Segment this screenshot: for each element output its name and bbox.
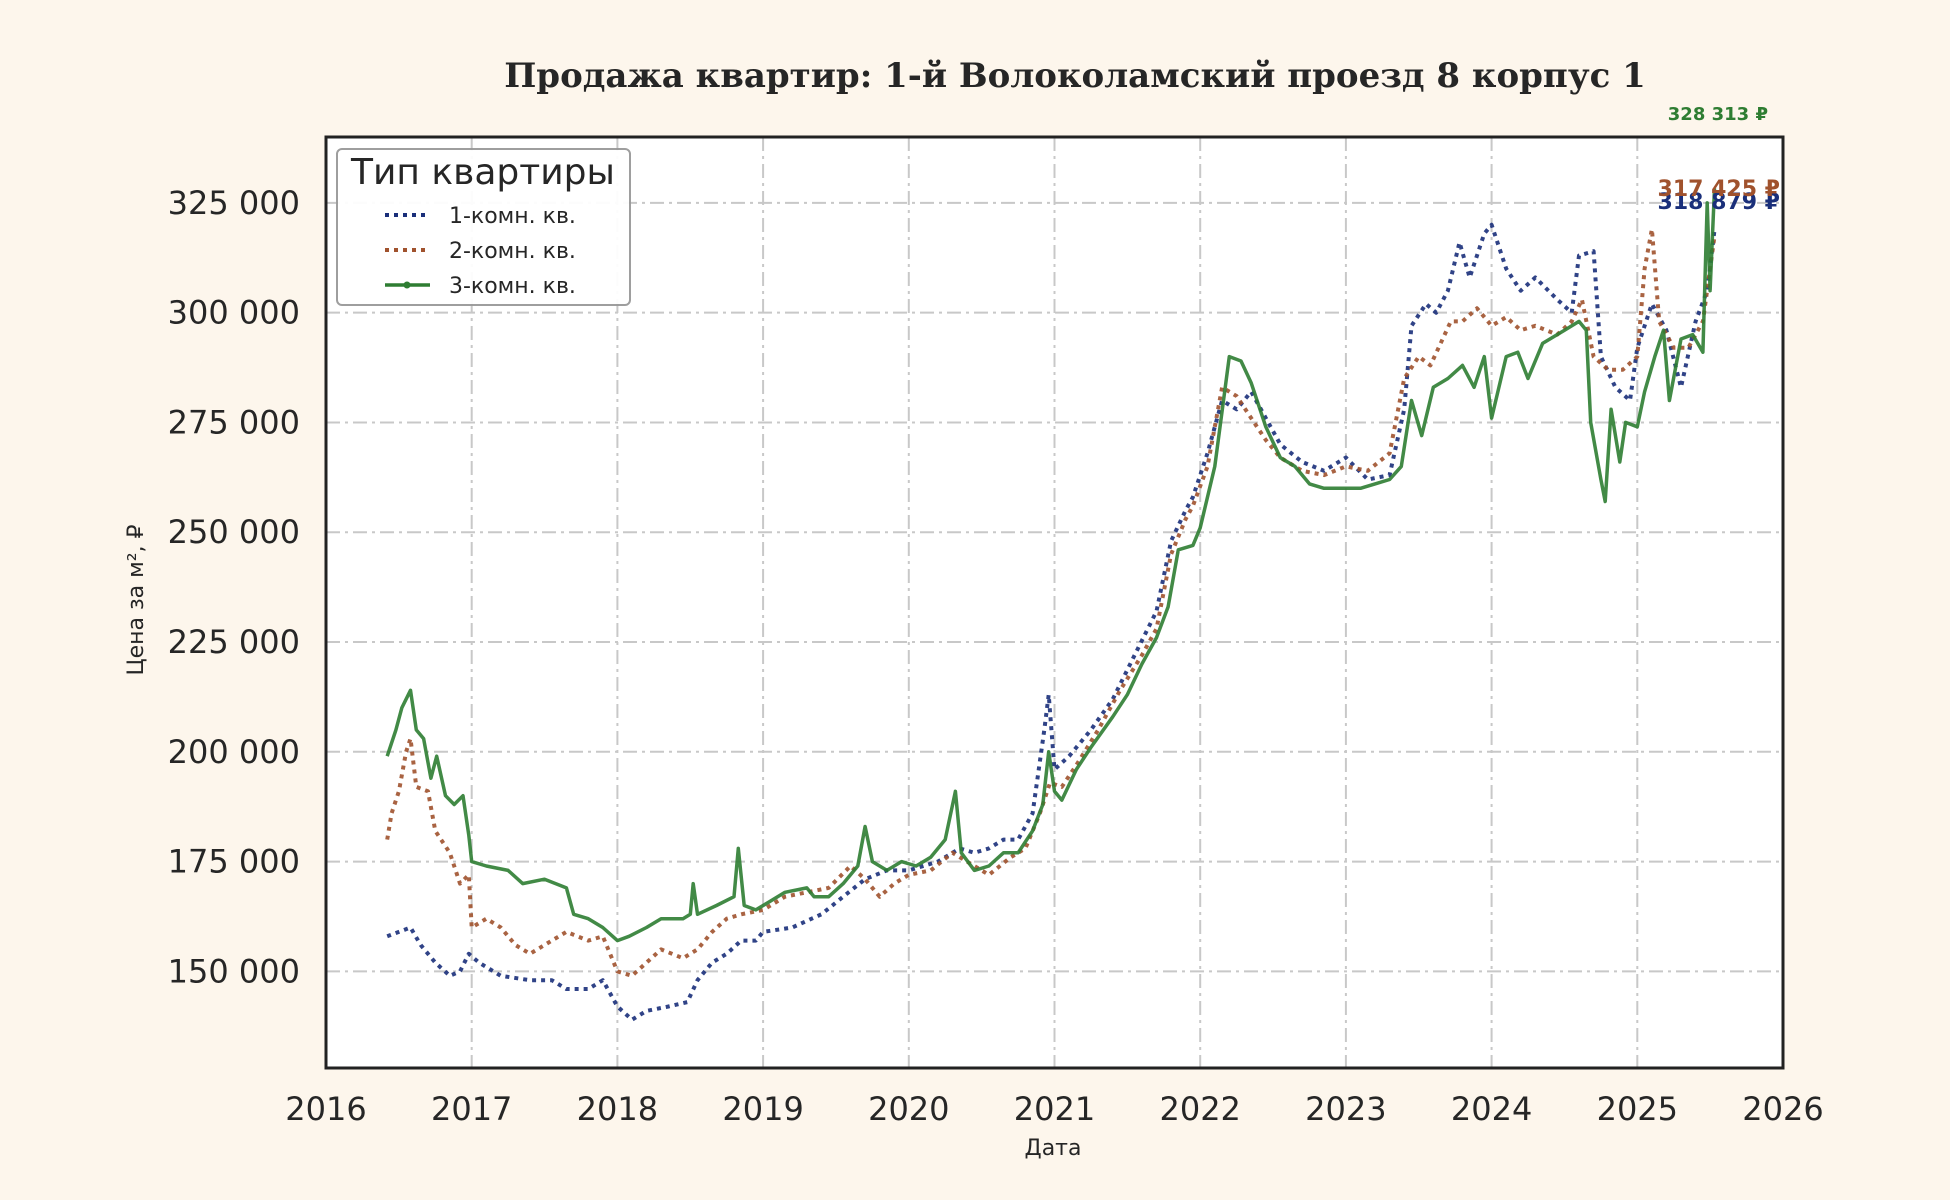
y-tick-label: 300 000 — [168, 294, 300, 332]
y-tick-label: 275 000 — [168, 403, 300, 441]
series-layer — [385, 188, 1717, 1022]
x-tick-label: 2022 — [1159, 1090, 1240, 1128]
legend-title: Тип квартиры — [350, 152, 615, 193]
legend-label-1: 1-комн. кв. — [449, 204, 576, 229]
x-tick-label: 2019 — [722, 1090, 803, 1128]
x-tick-label: 2016 — [285, 1090, 366, 1128]
x-tick-label: 2017 — [431, 1090, 512, 1128]
y-tick-label: 200 000 — [168, 733, 300, 771]
chart-title: Продажа квартир: 1-й Волоколамский проез… — [504, 56, 1646, 96]
series-line-3 — [385, 188, 1717, 943]
y-tick-label: 325 000 — [168, 184, 300, 222]
legend-box — [336, 148, 631, 306]
plot-frame — [324, 135, 1785, 1070]
x-tick-label: 2021 — [1014, 1090, 1095, 1128]
x-tick-label: 2025 — [1597, 1090, 1678, 1128]
x-tick-label: 2018 — [577, 1090, 658, 1128]
x-tick-label: 2024 — [1451, 1090, 1532, 1128]
x-axis-label: Дата — [1025, 1136, 1082, 1161]
legend-label-2: 2-комн. кв. — [449, 239, 576, 264]
y-tick-label: 175 000 — [168, 843, 300, 881]
legend-marker-3 — [403, 281, 411, 289]
end-value-label-3: 328 313 ₽ — [1668, 104, 1768, 125]
x-tick-label: 2020 — [868, 1090, 949, 1128]
y-tick-label: 150 000 — [168, 952, 300, 990]
legend-label-3: 3-комн. кв. — [449, 274, 576, 299]
y-axis-label: Цена за м², ₽ — [124, 524, 149, 675]
y-tick-label: 250 000 — [168, 513, 300, 551]
axes: 2016 2017 2018 2019 2020 2021 2022 2023 2024 2025… — [168, 135, 1824, 1128]
x-tick-label: 2026 — [1742, 1090, 1823, 1128]
y-tick-label: 225 000 — [168, 623, 300, 661]
end-value-label-1: 318 879 ₽ — [1658, 190, 1780, 215]
end-labels: 318 879 ₽317 425 ₽ 328 313 ₽ — [1658, 104, 1780, 215]
legend: Тип квартиры 1-комн. кв. 2-комн. кв. 3-комн… — [336, 148, 631, 306]
x-tick-label: 2023 — [1305, 1090, 1386, 1128]
end-value-label-2: 317 425 ₽ — [1658, 177, 1780, 202]
